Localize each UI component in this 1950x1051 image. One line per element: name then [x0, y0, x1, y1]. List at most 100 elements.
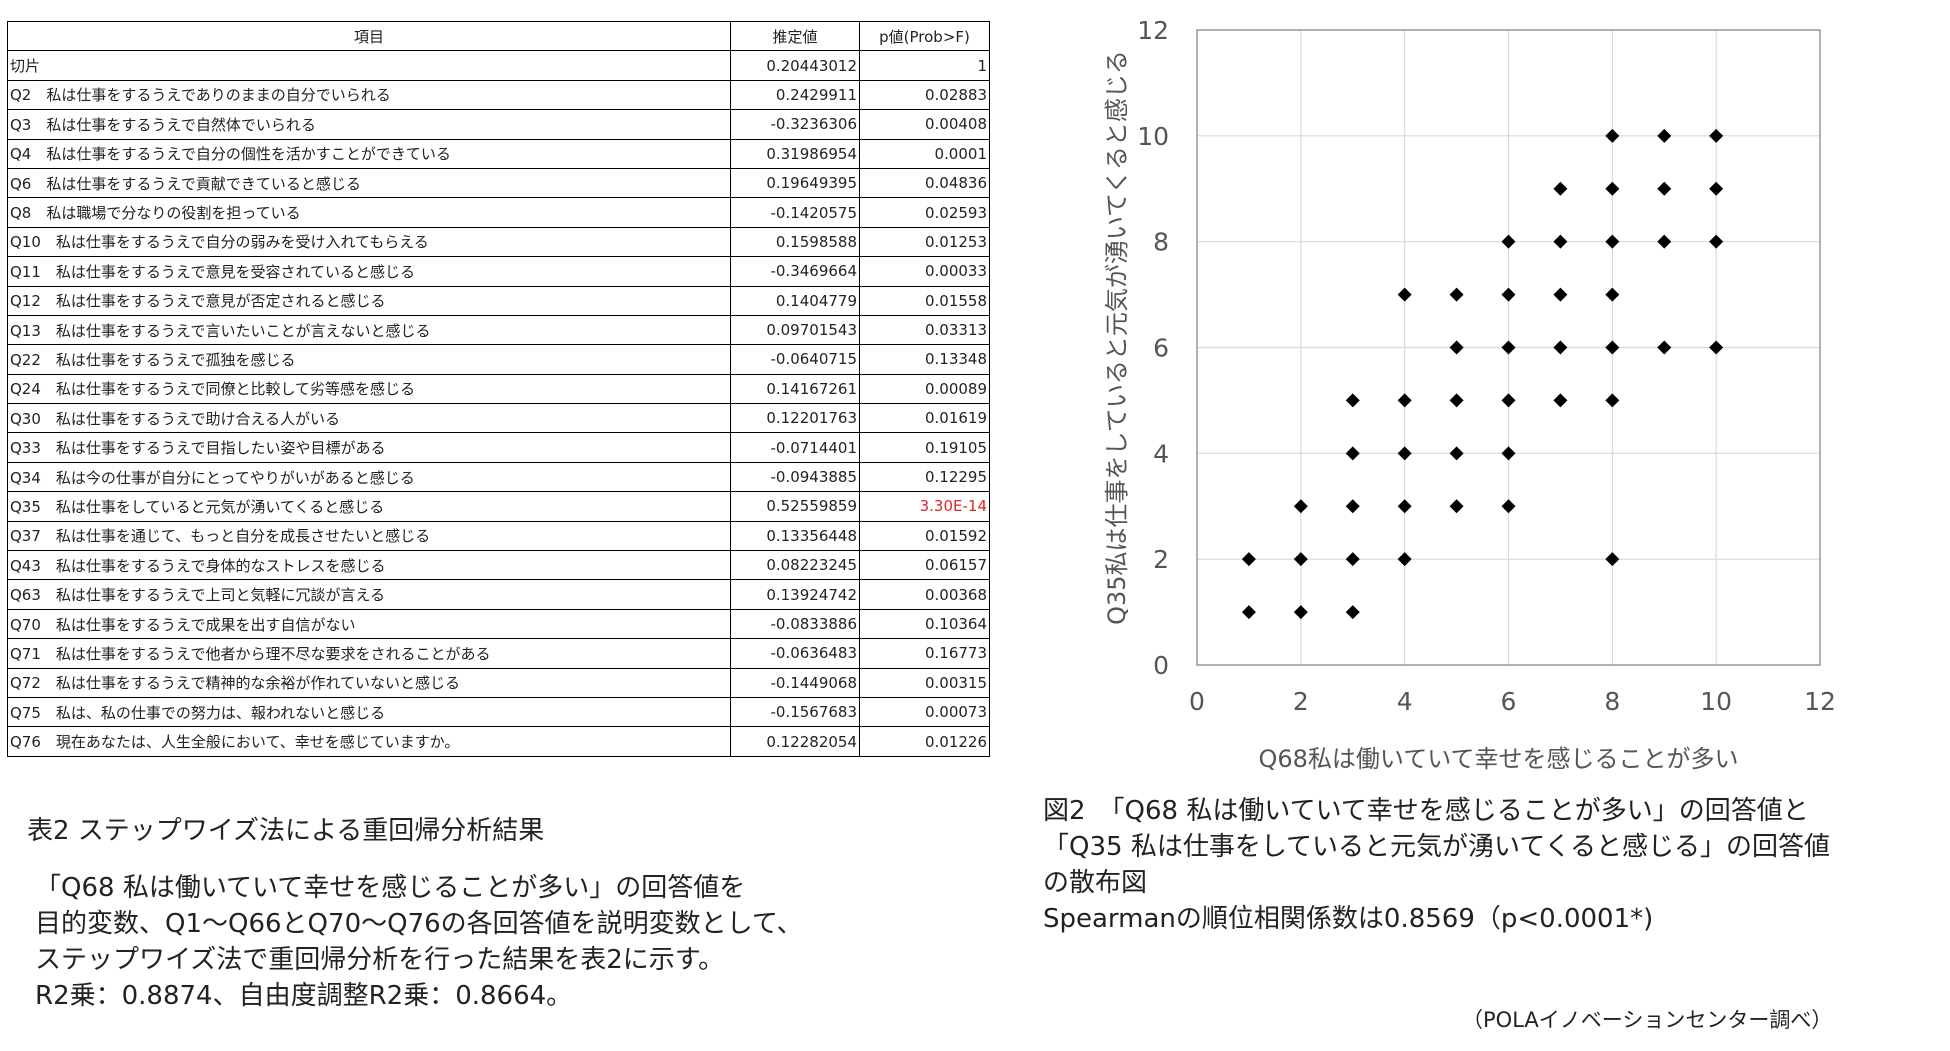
- table-row: Q12 私は仕事をするうえで意見が否定されると感じる 0.1404779 0.015…: [7, 285, 990, 316]
- y-tick-label: 0: [1153, 651, 1169, 680]
- row-item-label: Q35 私は仕事をしていると元気が湧いてくると感じる: [7, 491, 731, 522]
- data-point: [1501, 499, 1516, 514]
- data-point: [1345, 499, 1360, 514]
- data-point: [1397, 287, 1412, 302]
- data-point: [1553, 393, 1568, 408]
- row-item-label: Q37 私は仕事を通じて、もっと自分を成長させたいと感じる: [7, 520, 731, 552]
- row-estimate: -0.1420575: [730, 197, 860, 228]
- row-item-label: Q8 私は職場で分なりの役割を担っている: [7, 197, 731, 228]
- row-estimate: 0.14167261: [730, 373, 860, 405]
- table-row: Q8 私は職場で分なりの役割を担っている -0.1420575 0.02593: [7, 197, 990, 228]
- row-item-label: Q4 私は仕事をするうえで自分の個性を活かすことができている: [7, 138, 731, 169]
- row-item-label: Q43 私は仕事をするうえで身体的なストレスを感じる: [7, 550, 731, 581]
- source-note: （POLAイノベーションセンター調べ）: [1462, 1008, 1833, 1032]
- x-tick-label: 12: [1804, 687, 1836, 716]
- row-p-value: 0.00368: [859, 579, 990, 610]
- x-tick-label: 4: [1397, 687, 1413, 716]
- row-p-value: 0.00089: [859, 373, 990, 405]
- caption-line: の散布図: [1043, 868, 1148, 898]
- regression-table: 項目 推定値 p値(Prob>F) 切片 0.20443012 1 Q2 私は仕事をす…: [7, 20, 990, 757]
- data-point: [1553, 234, 1568, 249]
- row-item-label: Q76 現在あなたは、人生全般において、幸せを感じていますか。: [7, 726, 731, 757]
- row-item-label: Q10 私は仕事をするうえで自分の弱みを受け入れてもらえる: [7, 226, 731, 258]
- row-p-value: 0.00315: [859, 667, 990, 698]
- x-tick-label: 0: [1189, 687, 1205, 716]
- row-item-label: 切片: [7, 50, 731, 81]
- data-point: [1293, 499, 1308, 514]
- description-line: 目的変数、Q1～Q66とQ70～Q76の各回答値を説明変数として、: [35, 909, 803, 939]
- data-point: [1397, 552, 1412, 567]
- table-row: Q11 私は仕事をするうえで意見を受容されていると感じる -0.3469664 0.…: [7, 256, 990, 287]
- table-row: Q72 私は仕事をするうえで精神的な余裕が作れていないと感じる -0.144906…: [7, 667, 990, 698]
- row-p-value: 0.01558: [859, 285, 990, 316]
- table-row: Q2 私は仕事をするうえでありのままの自分でいられる 0.2429911 0.028…: [7, 79, 990, 111]
- row-estimate: -0.0636483: [730, 638, 860, 669]
- data-point: [1553, 287, 1568, 302]
- row-p-value: 0.04836: [859, 167, 990, 199]
- x-tick-label: 6: [1501, 687, 1517, 716]
- figure-caption: 図2 「Q68 私は働いていて幸せを感じることが多い」の回答値と 「Q35 私は…: [1043, 793, 1830, 937]
- header-p-value: p値(Prob>F): [859, 20, 990, 52]
- data-point: [1241, 605, 1256, 620]
- row-item-label: Q3 私は仕事をするうえで自然体でいられる: [7, 109, 731, 140]
- row-p-value: 0.03313: [859, 314, 990, 346]
- table-row: Q24 私は仕事をするうえで同僚と比較して劣等感を感じる 0.14167261 0.…: [7, 373, 990, 405]
- row-p-value: 0.01592: [859, 520, 990, 552]
- header-estimate: 推定値: [730, 20, 860, 52]
- data-point: [1501, 393, 1516, 408]
- x-axis-title: Q68私は働いていて幸せを感じることが多い: [1259, 745, 1739, 770]
- data-point: [1345, 446, 1360, 461]
- data-point: [1241, 552, 1256, 567]
- data-point: [1605, 128, 1620, 143]
- data-point: [1449, 287, 1464, 302]
- data-point: [1501, 340, 1516, 355]
- row-p-value: 0.02593: [859, 197, 990, 228]
- row-item-label: Q70 私は仕事をするうえで成果を出す自信がない: [7, 608, 731, 640]
- data-point: [1501, 287, 1516, 302]
- table-row: Q13 私は仕事をするうえで言いたいことが言えないと感じる 0.09701543 0…: [7, 314, 990, 346]
- table-row: Q4 私は仕事をするうえで自分の個性を活かすことができている 0.31986954…: [7, 138, 990, 169]
- row-p-value: 1: [859, 50, 990, 81]
- y-axis-title: Q35私は仕事をしていると元気が湧いてくると感じる: [1103, 50, 1131, 625]
- data-point: [1709, 340, 1724, 355]
- row-estimate: 0.13356448: [730, 520, 860, 552]
- description-line: R2乗：0.8874、自由度調整R2乗：0.8664。: [35, 981, 573, 1011]
- x-tick-label: 2: [1293, 687, 1309, 716]
- description-line: ステップワイズ法で重回帰分析を行った結果を表2に示す。: [35, 945, 725, 975]
- x-tick-label: 8: [1604, 687, 1620, 716]
- data-point: [1397, 499, 1412, 514]
- data-point: [1605, 340, 1620, 355]
- row-p-value: 0.01253: [859, 226, 990, 258]
- row-estimate: -0.3236306: [730, 109, 860, 140]
- row-item-label: Q13 私は仕事をするうえで言いたいことが言えないと感じる: [7, 314, 731, 346]
- y-tick-label: 2: [1153, 545, 1169, 574]
- row-p-value: 0.01619: [859, 403, 990, 434]
- row-p-value: 0.13348: [859, 344, 990, 375]
- table-caption: 表2 ステップワイズ法による重回帰分析結果: [27, 816, 545, 846]
- data-point: [1293, 605, 1308, 620]
- tick-labels: 0 2 4 6 8 10 12 0 2 4 6 8 10 12: [1137, 16, 1836, 716]
- y-tick-label: 6: [1153, 334, 1169, 363]
- y-tick-label: 4: [1153, 439, 1169, 468]
- data-point: [1293, 552, 1308, 567]
- row-p-value: 0.01226: [859, 726, 990, 757]
- data-point: [1449, 499, 1464, 514]
- data-point: [1345, 393, 1360, 408]
- table-row: Q70 私は仕事をするうえで成果を出す自信がない -0.0833886 0.1036…: [7, 608, 990, 640]
- y-tick-label: 10: [1137, 122, 1169, 151]
- caption-line: 図2 「Q68 私は働いていて幸せを感じることが多い」の回答値と: [1043, 796, 1809, 826]
- row-item-label: Q33 私は仕事をするうえで目指したい姿や目標がある: [7, 432, 731, 463]
- table-row: Q71 私は仕事をするうえで他者から理不尽な要求をされることがある -0.0636…: [7, 638, 990, 669]
- data-point: [1449, 446, 1464, 461]
- row-estimate: -0.3469664: [730, 256, 860, 287]
- description-line: 「Q68 私は働いていて幸せを感じることが多い」の回答値を: [35, 873, 746, 903]
- row-estimate: -0.1567683: [730, 696, 860, 728]
- y-tick-label: 8: [1153, 228, 1169, 257]
- row-item-label: Q11 私は仕事をするうえで意見を受容されていると感じる: [7, 256, 731, 287]
- scatter-plot: 0 2 4 6 8 10 12 0 2 4 6 8 10 12 Q68私は働いていて幸せを感じることが多い…: [1103, 16, 1836, 770]
- data-point: [1449, 393, 1464, 408]
- data-point: [1657, 340, 1672, 355]
- row-p-value: 0.10364: [859, 608, 990, 640]
- table-row: Q10 私は仕事をするうえで自分の弱みを受け入れてもらえる 0.1598588 0.…: [7, 226, 990, 258]
- row-estimate: 0.08223245: [730, 550, 860, 581]
